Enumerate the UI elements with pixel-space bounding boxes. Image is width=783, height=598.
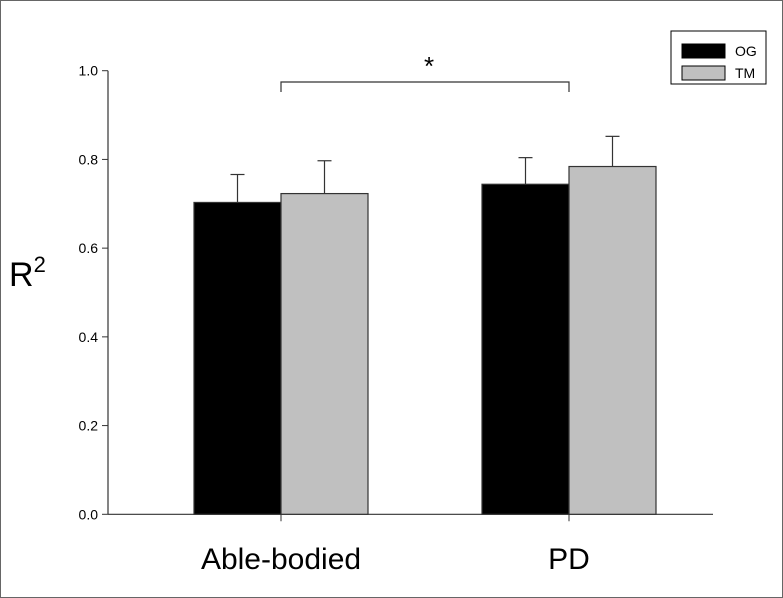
legend-label-og: OG: [735, 43, 757, 59]
legend-swatch-tm: [681, 65, 726, 81]
y-tick-label: 0.6: [79, 240, 99, 256]
y-tick-label: 0.4: [79, 329, 99, 345]
y-axis-label: R2: [9, 252, 46, 294]
bar-tm-pd: [568, 165, 657, 515]
x-tick-label: PD: [548, 543, 590, 576]
y-tick-label: 0.8: [79, 151, 99, 167]
bar-og-pd: [481, 183, 570, 515]
significance-bracket: *: [280, 51, 570, 92]
significance-star: *: [424, 51, 434, 81]
bar-tm-able-bodied: [280, 192, 369, 515]
y-tick-label: 0.2: [79, 418, 99, 434]
y-tick-label: 0.0: [79, 506, 99, 522]
legend-swatch-og: [681, 43, 726, 59]
bar-og-able-bodied: [193, 201, 282, 515]
y-tick-label: 1.0: [79, 63, 99, 79]
legend: OG TM: [670, 30, 767, 85]
x-tick-label: Able-bodied: [201, 543, 361, 576]
legend-label-tm: TM: [735, 65, 755, 81]
